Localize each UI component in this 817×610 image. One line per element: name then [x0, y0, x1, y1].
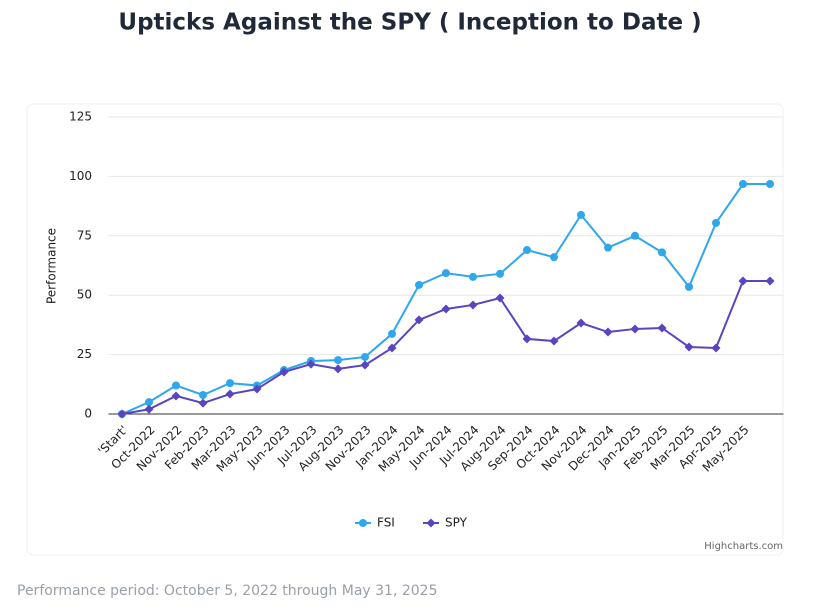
point	[495, 293, 505, 303]
point	[603, 327, 613, 337]
y-tick-label: 0	[84, 407, 92, 421]
point	[415, 280, 423, 289]
legend-marker	[426, 518, 436, 528]
point	[333, 364, 343, 374]
point	[252, 384, 262, 394]
legend-label: FSI	[377, 516, 395, 530]
y-axis-label: Performance	[45, 228, 59, 304]
point	[738, 276, 748, 286]
point	[739, 180, 747, 189]
point	[577, 210, 585, 219]
point	[361, 352, 369, 361]
y-tick-label: 75	[77, 228, 92, 242]
point	[576, 318, 586, 328]
point	[468, 300, 478, 310]
point	[684, 342, 694, 352]
point	[550, 253, 558, 262]
point	[279, 367, 289, 377]
point	[496, 269, 504, 278]
point	[388, 329, 396, 338]
point	[657, 323, 667, 333]
point	[387, 343, 397, 353]
point	[630, 324, 640, 334]
point	[469, 272, 477, 281]
credit: Highcharts.com	[704, 541, 783, 552]
point	[549, 336, 559, 346]
point	[658, 248, 666, 257]
point	[441, 304, 451, 314]
point	[711, 343, 721, 353]
point	[414, 315, 424, 325]
point	[117, 409, 127, 419]
point	[604, 243, 612, 252]
y-tick-label: 100	[69, 169, 92, 183]
y-tick-label: 50	[77, 288, 92, 302]
point	[360, 360, 370, 370]
point	[199, 390, 207, 399]
point	[522, 334, 532, 344]
point	[144, 404, 154, 414]
point	[226, 379, 234, 388]
point	[225, 389, 235, 399]
point	[765, 276, 775, 286]
y-tick-label: 125	[69, 110, 92, 124]
point	[198, 398, 208, 408]
point	[523, 246, 531, 255]
point	[712, 218, 720, 227]
point	[631, 231, 639, 240]
chart-card	[26, 103, 784, 556]
point	[442, 269, 450, 278]
chart-title: Upticks Against the SPY ( Inception to D…	[118, 10, 701, 36]
y-tick-label: 25	[77, 347, 92, 361]
legend-label: SPY	[445, 516, 468, 530]
point	[171, 391, 181, 401]
point	[766, 180, 774, 189]
point	[145, 398, 153, 407]
point	[685, 282, 693, 291]
footnote: Performance period: October 5, 2022 thro…	[17, 583, 438, 599]
point	[306, 359, 316, 369]
point	[172, 381, 180, 390]
point	[334, 356, 342, 365]
legend-marker	[359, 519, 367, 527]
